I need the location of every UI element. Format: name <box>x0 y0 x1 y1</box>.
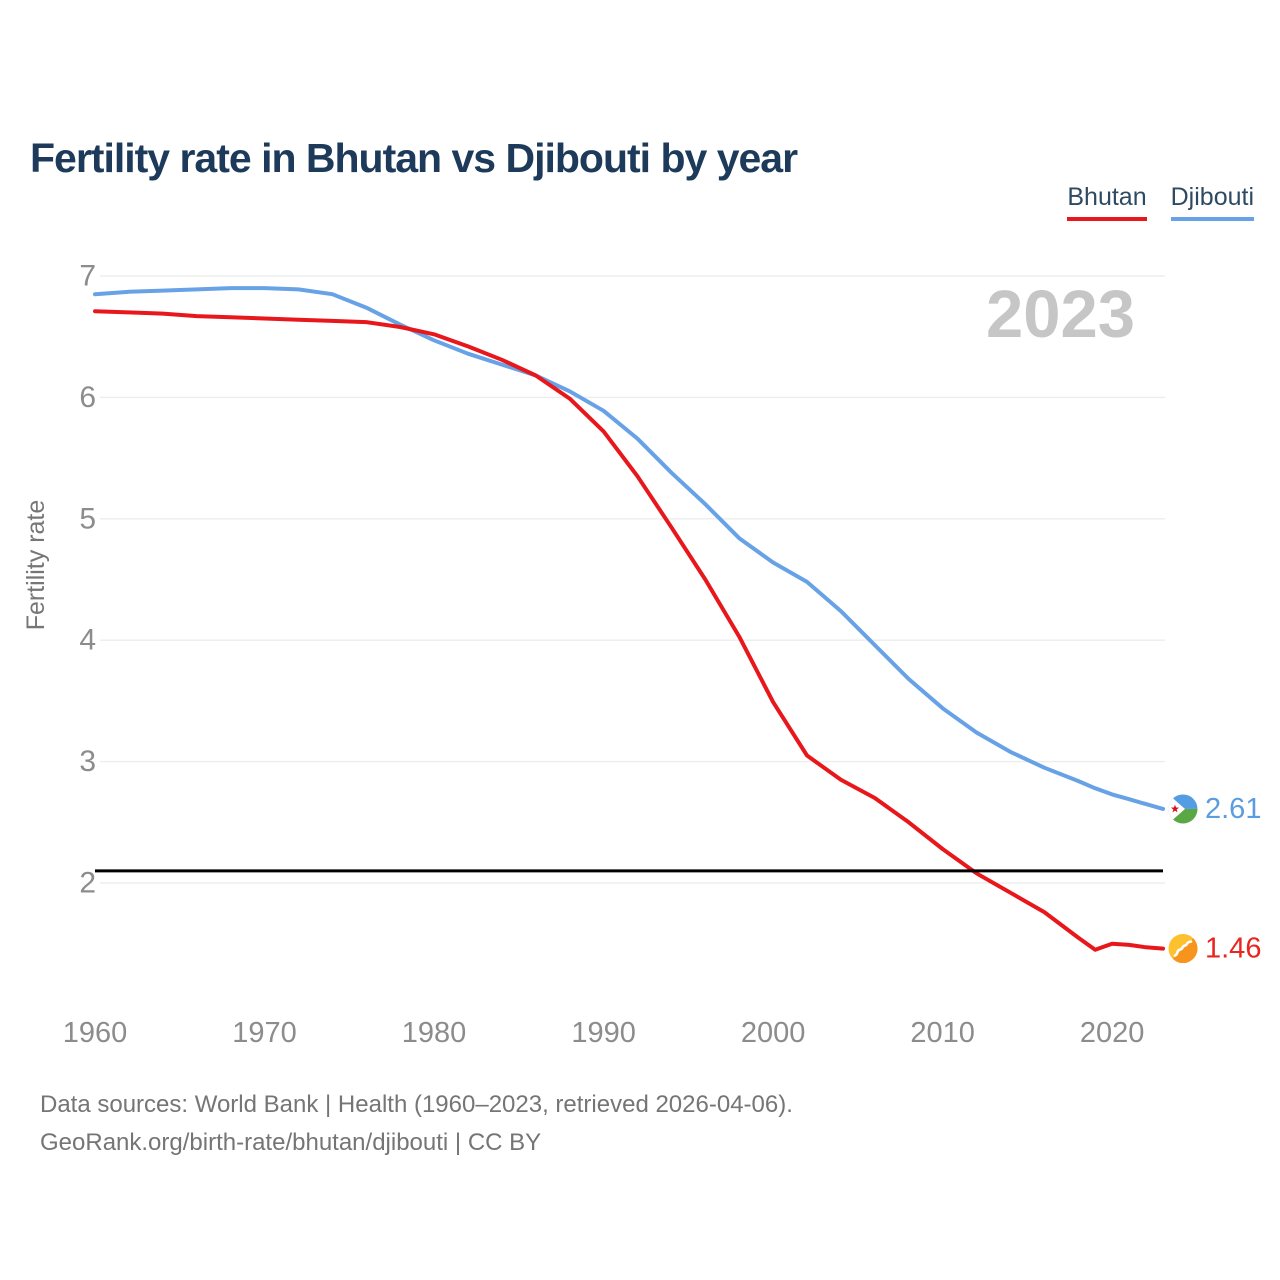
bhutan-flag-icon <box>1168 934 1198 964</box>
x-tick-label: 2010 <box>910 1017 975 1049</box>
djibouti-line[interactable] <box>93 286 1165 811</box>
x-tick-label: 1990 <box>571 1017 636 1049</box>
y-tick-label: 7 <box>79 260 96 293</box>
djibouti-flag-icon <box>1168 794 1198 824</box>
y-tick-label: 4 <box>79 624 96 657</box>
page-title: Fertility rate in Bhutan vs Djibouti by … <box>30 135 798 182</box>
djibouti-value-label: 2.61 <box>1205 793 1261 825</box>
legend-item-bhutan[interactable]: Bhutan <box>1067 183 1147 221</box>
y-axis-label: Fertility rate <box>22 500 50 631</box>
footer: Data sources: World Bank | Health (1960–… <box>40 1086 793 1162</box>
footer-sources-line: Data sources: World Bank | Health (1960–… <box>40 1091 793 1118</box>
x-tick-label: 2020 <box>1080 1017 1145 1049</box>
bhutan-line[interactable] <box>93 309 1165 952</box>
y-tick-label: 3 <box>79 745 96 778</box>
legend: Bhutan Djibouti <box>1067 183 1254 221</box>
x-tick-label: 1980 <box>402 1017 467 1049</box>
footer-attribution-line: GeoRank.org/birth-rate/bhutan/djibouti |… <box>40 1129 542 1156</box>
legend-item-djibouti[interactable]: Djibouti <box>1170 183 1254 221</box>
bhutan-value-label: 1.46 <box>1205 933 1261 965</box>
x-tick-label: 1970 <box>232 1017 297 1049</box>
x-tick-label: 2000 <box>741 1017 806 1049</box>
current-year-watermark: 2023 <box>985 277 1135 352</box>
y-tick-label: 5 <box>79 502 96 535</box>
x-tick-label: 1960 <box>63 1017 128 1049</box>
y-tick-label: 6 <box>79 381 96 414</box>
y-tick-label: 2 <box>79 867 96 900</box>
